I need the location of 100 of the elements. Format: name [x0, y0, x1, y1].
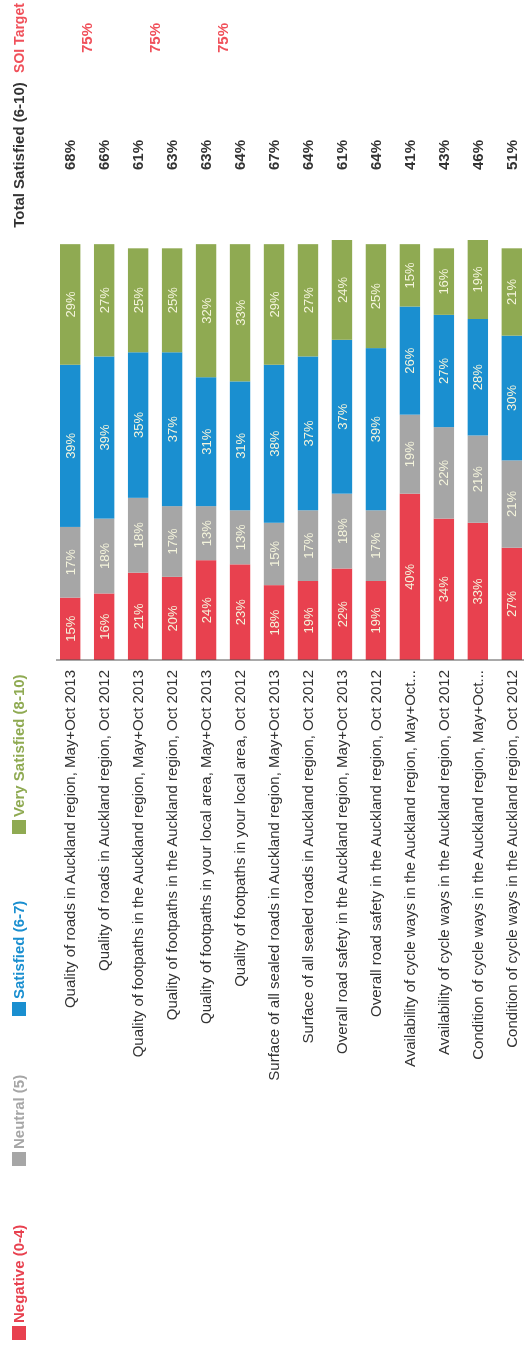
x-tick-label: Quality of footpaths in your local area, May+Oct 2013 [197, 670, 215, 1024]
data-label: 20% [164, 604, 180, 632]
text: 68% [61, 139, 79, 171]
data-label: 31% [198, 428, 214, 455]
data-label: 33% [470, 577, 486, 605]
text: 64% [231, 139, 249, 171]
data-label: 26% [402, 347, 418, 374]
data-label: 27% [96, 286, 112, 314]
text: Negative (0-4) [10, 1224, 28, 1323]
bar [229, 564, 251, 660]
bar [297, 244, 319, 357]
data-label: 39% [368, 415, 384, 443]
data-label: 25% [368, 282, 384, 310]
data-label: 17% [300, 532, 316, 559]
text: 63% [197, 139, 215, 171]
data-label: 16% [436, 268, 452, 295]
data-label: 18% [96, 542, 112, 570]
x-tick-label: Quality of footpaths in your local area, Oct 2012 [231, 670, 249, 987]
data-label: 19% [470, 266, 486, 293]
bar [399, 306, 421, 415]
data-label: 29% [62, 291, 78, 318]
x-tick-label: Quality of footpaths in the Auckland region, Oct 2012 [163, 670, 181, 1021]
data-label: 21% [504, 490, 520, 518]
data-label: 37% [164, 415, 180, 443]
bar [399, 493, 421, 660]
data-label: 21% [130, 602, 146, 630]
x-tick-label: Overall road safety in the Auckland region, May+Oct 2013 [333, 670, 351, 1054]
text: 64% [367, 139, 385, 171]
bar [161, 352, 183, 507]
bar [365, 244, 387, 349]
text: Neutral (5) [10, 1074, 28, 1149]
x-tick-label: Availability of cycle ways in the Auckland region, May+Oct... [401, 670, 419, 1067]
data-label: 39% [62, 432, 78, 459]
text: Very Satisfied (8-10) [10, 674, 28, 817]
data-label: 40% [402, 563, 418, 590]
text: 66% [95, 139, 113, 171]
data-label: 25% [130, 286, 146, 314]
bar [161, 248, 183, 353]
x-tick-label: Condition of cycle ways in the Auckland region, May+Oct... [469, 670, 487, 1060]
bar [161, 506, 183, 577]
data-label: 38% [266, 430, 282, 457]
data-label: 28% [470, 363, 486, 391]
data-label: 21% [504, 278, 520, 305]
bar [93, 356, 115, 519]
data-label: 35% [130, 411, 146, 439]
text: 61% [129, 139, 147, 171]
bar [297, 510, 319, 581]
text: Total Satisfied (6-10) [10, 82, 28, 228]
text: 46% [469, 139, 487, 171]
data-label: 13% [198, 519, 214, 547]
data-label: 17% [164, 528, 180, 555]
bar [433, 314, 455, 428]
data-label: 32% [198, 297, 214, 324]
data-label: 27% [504, 590, 520, 617]
data-label: 15% [402, 261, 418, 289]
text: Satisfied (6-7) [10, 900, 28, 999]
bar [433, 518, 455, 660]
bar [467, 319, 489, 436]
data-label: 30% [504, 384, 520, 412]
x-tick-label: Quality of footpaths in the Auckland region, May+Oct 2013 [129, 670, 147, 1058]
text: 75% [78, 22, 96, 54]
bar [60, 244, 81, 365]
data-label: 15% [62, 615, 78, 642]
data-label: 13% [232, 523, 248, 551]
bar [263, 244, 285, 365]
data-label: 17% [62, 548, 78, 576]
data-label: 19% [368, 607, 384, 634]
bar [501, 248, 522, 336]
text: 51% [503, 139, 521, 171]
text: 41% [401, 139, 419, 171]
text: 64% [299, 139, 317, 171]
data-label: 24% [198, 596, 214, 624]
x-tick-label: Surface of all sealed roads in Auckland region, May+Oct 2013 [265, 670, 283, 1081]
bar [93, 244, 115, 357]
data-label: 18% [334, 517, 350, 545]
text: SOI Target [10, 2, 27, 73]
data-label: 24% [334, 276, 350, 303]
bar [501, 335, 522, 461]
text: 75% [214, 22, 232, 54]
x-tick-label: Quality of roads in Auckland region, May+Oct 2013 [61, 670, 79, 1009]
data-label: 15% [266, 540, 282, 567]
data-label: 18% [130, 521, 146, 549]
text: 43% [435, 139, 453, 171]
bar [195, 560, 217, 660]
x-tick-label: Surface of all sealed roads in Auckland region, Oct 2012 [299, 670, 317, 1044]
data-label: 16% [96, 613, 112, 640]
bar [60, 526, 81, 598]
data-label: 23% [232, 598, 248, 626]
text: 63% [163, 139, 181, 171]
data-label: 34% [436, 575, 452, 603]
x-tick-label: Quality of roads in Auckland region, Oct 2012 [95, 670, 113, 972]
data-label: 25% [164, 286, 180, 314]
data-label: 18% [266, 609, 282, 636]
data-label: 19% [300, 607, 316, 634]
bar [263, 364, 285, 523]
bar [229, 244, 251, 382]
bar [127, 248, 149, 353]
data-label: 22% [436, 459, 452, 486]
text: 67% [265, 139, 283, 171]
text: 75% [146, 22, 164, 54]
